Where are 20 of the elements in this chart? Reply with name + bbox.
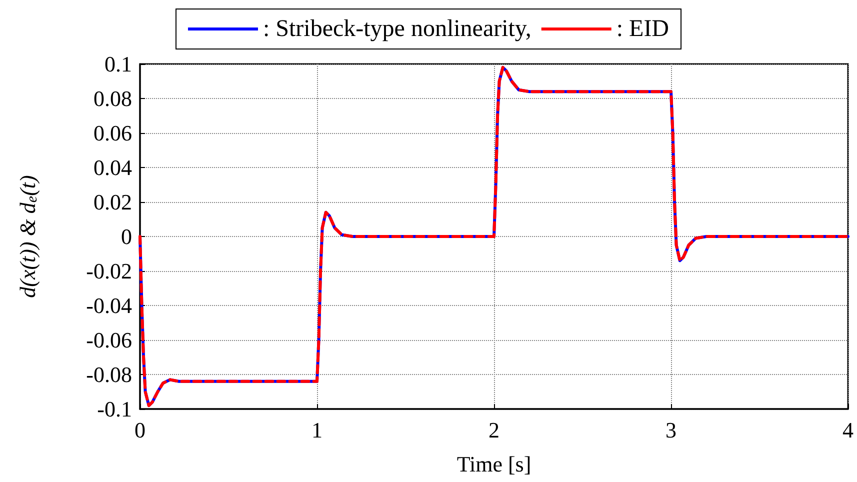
y-tick-label: 0.04 bbox=[94, 155, 132, 180]
legend-label: : EID bbox=[616, 16, 670, 42]
y-tick-label: -0.04 bbox=[86, 293, 132, 318]
x-tick-label: 2 bbox=[488, 418, 500, 442]
legend-label: : Stribeck-type nonlinearity, bbox=[262, 16, 532, 42]
y-tick-label: 0.08 bbox=[94, 86, 132, 111]
y-tick-label: -0.08 bbox=[86, 362, 132, 387]
y-tick-label: 0.02 bbox=[94, 190, 132, 214]
y-tick-label: -0.1 bbox=[97, 396, 132, 422]
y-axis-title: d(x(t)) & de(t) bbox=[15, 175, 40, 298]
y-tick-label: 0.1 bbox=[104, 52, 132, 76]
x-tick-label: 4 bbox=[842, 418, 854, 442]
y-tick-label: 0 bbox=[121, 224, 132, 249]
x-tick-label: 1 bbox=[312, 418, 322, 442]
y-tick-label: 0.06 bbox=[94, 120, 132, 146]
line-series bbox=[138, 66, 850, 408]
y-tick-label: -0.06 bbox=[86, 328, 132, 352]
x-axis-title: Time [s] bbox=[456, 452, 532, 476]
x-tick-label: 3 bbox=[666, 418, 676, 442]
y-tick-label: -0.02 bbox=[86, 258, 132, 284]
